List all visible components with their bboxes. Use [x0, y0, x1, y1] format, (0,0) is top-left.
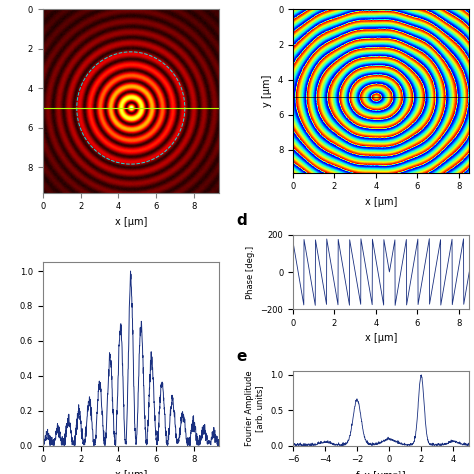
Text: e: e	[237, 349, 247, 364]
X-axis label: x [μm]: x [μm]	[115, 217, 147, 227]
Text: b: b	[254, 0, 265, 3]
Text: d: d	[237, 212, 247, 228]
Y-axis label: Fourier Amplitude
[arb. units]: Fourier Amplitude [arb. units]	[245, 371, 264, 447]
Y-axis label: Phase [deg.]: Phase [deg.]	[246, 246, 255, 299]
Y-axis label: y [μm]: y [μm]	[262, 75, 273, 107]
X-axis label: f_x [μm⁻¹]: f_x [μm⁻¹]	[356, 470, 406, 474]
X-axis label: x [μm]: x [μm]	[115, 470, 147, 474]
X-axis label: x [μm]: x [μm]	[365, 333, 397, 343]
X-axis label: x [μm]: x [μm]	[365, 197, 397, 207]
